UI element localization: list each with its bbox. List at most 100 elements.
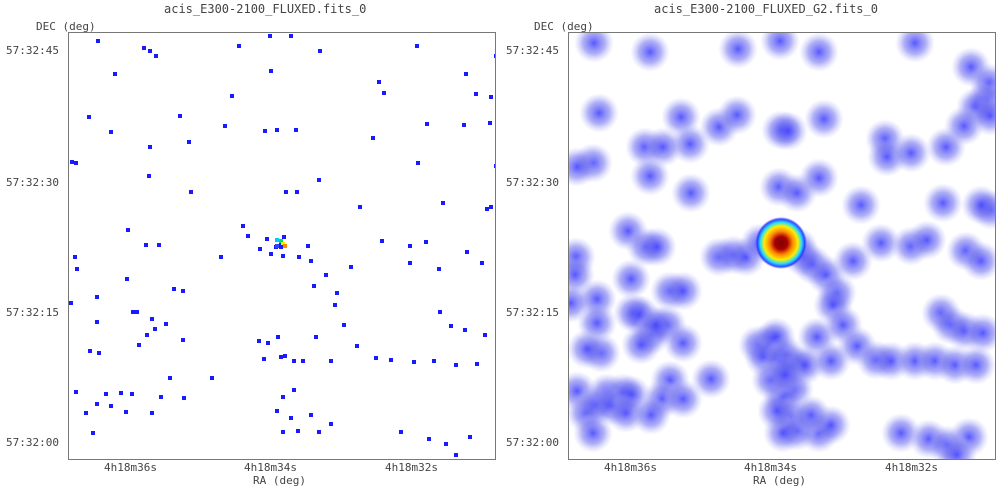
event-pixel xyxy=(306,244,310,248)
y-tick-label: 57:32:30 xyxy=(506,176,559,189)
event-pixel xyxy=(371,136,375,140)
image-canvas-raw[interactable] xyxy=(68,32,496,460)
x-tick-label: 4h18m32s xyxy=(385,461,438,474)
smoothed-blob xyxy=(579,93,619,133)
smoothed-blob xyxy=(923,183,963,223)
event-pixel xyxy=(483,333,487,337)
smoothed-blob xyxy=(841,185,881,225)
event-pixel xyxy=(454,453,458,457)
event-pixel xyxy=(284,190,288,194)
event-pixel xyxy=(187,140,191,144)
smoothed-blob xyxy=(631,395,671,435)
event-pixel xyxy=(150,317,154,321)
event-pixel xyxy=(333,303,337,307)
event-pixel xyxy=(113,72,117,76)
smoothed-blob xyxy=(573,413,613,453)
event-pixel xyxy=(494,164,495,168)
event-pixel xyxy=(292,388,296,392)
event-pixel xyxy=(262,357,266,361)
event-pixel xyxy=(464,72,468,76)
event-pixel xyxy=(219,255,223,259)
event-pixel xyxy=(480,261,484,265)
event-pixel xyxy=(154,54,158,58)
event-pixel xyxy=(335,291,339,295)
x-axis-label: RA (deg) xyxy=(253,474,306,487)
event-pixel xyxy=(309,413,313,417)
event-pixel xyxy=(301,359,305,363)
event-pixel xyxy=(424,240,428,244)
event-pixel xyxy=(468,435,472,439)
event-pixel xyxy=(358,205,362,209)
event-pixel xyxy=(425,122,429,126)
smoothed-blob xyxy=(630,33,670,72)
event-pixel xyxy=(415,44,419,48)
event-pixel xyxy=(135,310,139,314)
event-pixel xyxy=(412,360,416,364)
event-pixel xyxy=(223,124,227,128)
event-pixel xyxy=(147,174,151,178)
event-pixel xyxy=(144,243,148,247)
event-pixel xyxy=(145,333,149,337)
x-tick-label: 4h18m36s xyxy=(604,461,657,474)
smoothed-blob xyxy=(663,271,703,311)
y-tick-label: 57:32:45 xyxy=(6,44,59,57)
smoothed-blob xyxy=(961,241,995,281)
event-pixel xyxy=(96,39,100,43)
event-pixel xyxy=(329,422,333,426)
event-pixel xyxy=(377,80,381,84)
event-pixel xyxy=(317,178,321,182)
event-pixel xyxy=(374,356,378,360)
smoothed-blob xyxy=(611,259,651,299)
event-pixel xyxy=(95,320,99,324)
event-pixel xyxy=(104,392,108,396)
event-pixel xyxy=(230,94,234,98)
event-pixel xyxy=(189,190,193,194)
event-pixel xyxy=(95,295,99,299)
event-pixel xyxy=(297,255,301,259)
smoothed-blob xyxy=(760,33,800,61)
event-pixel xyxy=(289,34,293,38)
event-pixel xyxy=(427,437,431,441)
event-pixel xyxy=(241,224,245,228)
event-pixel xyxy=(488,121,492,125)
event-pixel xyxy=(269,252,273,256)
right-image-panel: acis_E300-2100_FLUXED_G2.fits_0 DEC (deg… xyxy=(500,0,1000,492)
event-pixel xyxy=(119,391,123,395)
event-pixel xyxy=(246,234,250,238)
event-pixel xyxy=(157,243,161,247)
event-pixel xyxy=(463,328,467,332)
event-pixel xyxy=(389,358,393,362)
smoothed-blob xyxy=(963,313,995,353)
smoothed-blob xyxy=(961,185,995,225)
image-canvas-smoothed[interactable] xyxy=(568,32,996,460)
event-pixel xyxy=(97,351,101,355)
event-pixel xyxy=(342,323,346,327)
event-pixel xyxy=(95,402,99,406)
smoothed-blob xyxy=(956,345,995,385)
event-pixel xyxy=(142,46,146,50)
event-pixel xyxy=(75,267,79,271)
smoothed-blob xyxy=(765,355,805,395)
event-pixel xyxy=(355,344,359,348)
event-pixel xyxy=(432,359,436,363)
event-pixel xyxy=(109,130,113,134)
smoothed-blob xyxy=(621,325,661,365)
source-pixel xyxy=(279,245,283,249)
panel-title: acis_E300-2100_FLUXED_G2.fits_0 xyxy=(654,2,878,16)
smoothed-map xyxy=(569,33,995,459)
event-pixel xyxy=(408,261,412,265)
event-pixel xyxy=(84,411,88,415)
event-pixel xyxy=(172,287,176,291)
smoothed-blob xyxy=(937,435,977,459)
smoothed-blob xyxy=(637,227,677,267)
smoothed-blob xyxy=(861,223,901,263)
smoothed-blob xyxy=(757,391,797,431)
event-pixel xyxy=(91,431,95,435)
source-pixel xyxy=(283,244,287,248)
event-pixel xyxy=(164,322,168,326)
smoothed-blob xyxy=(799,158,839,198)
event-pixel xyxy=(449,324,453,328)
y-tick-label: 57:32:15 xyxy=(506,306,559,319)
event-pixel xyxy=(258,247,262,251)
event-pixel xyxy=(494,54,495,58)
